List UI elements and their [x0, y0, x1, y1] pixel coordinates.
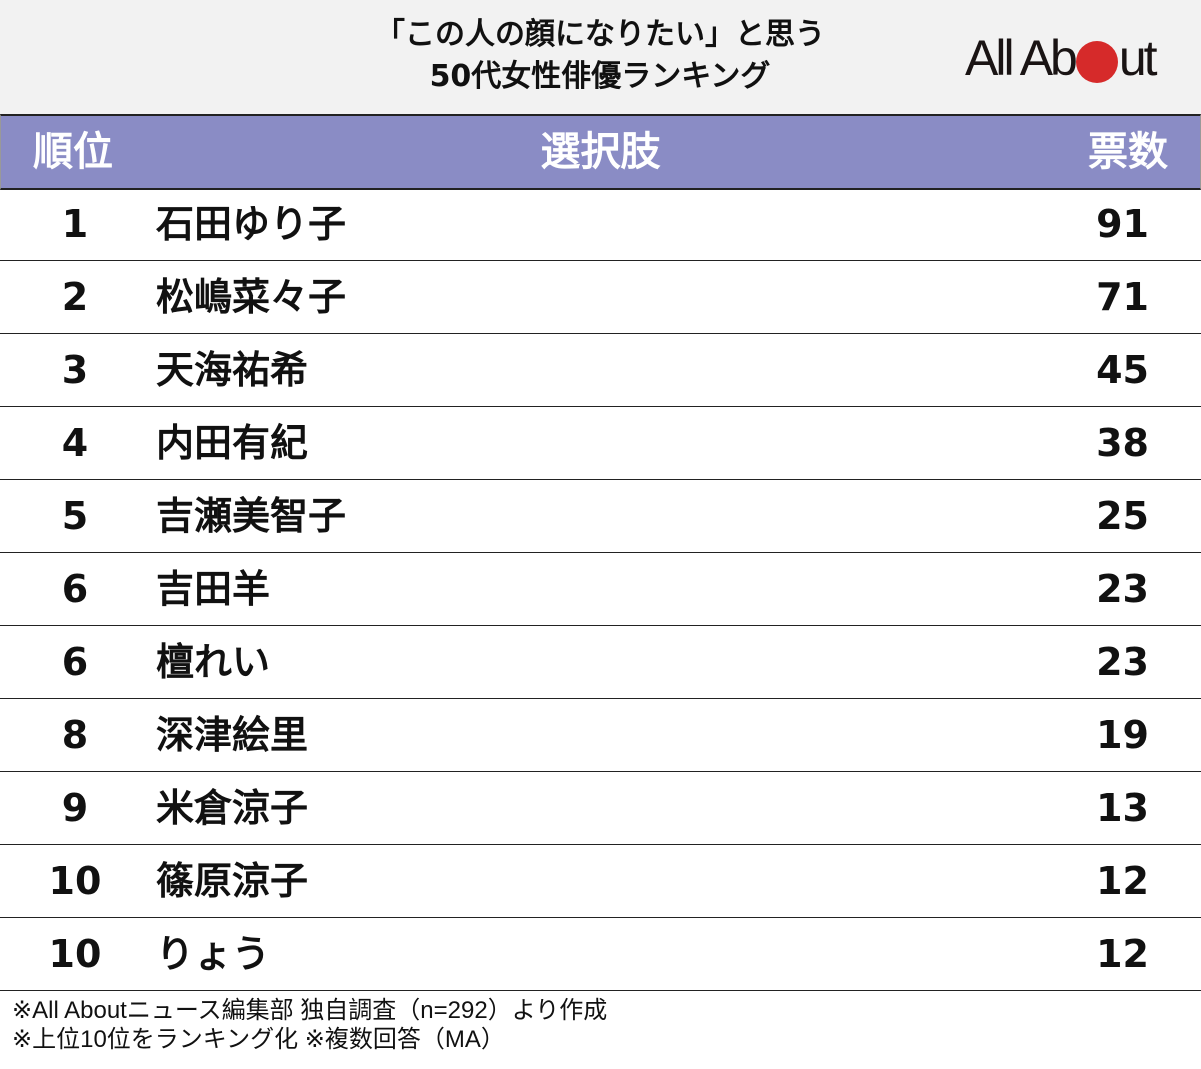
- name-cell: 篠原涼子: [156, 859, 309, 903]
- votes-cell: 23: [1096, 640, 1149, 684]
- allabout-logo: All Ab ut: [965, 30, 1158, 86]
- header-votes: 票数: [1088, 129, 1168, 175]
- name-cell: 内田有紀: [156, 421, 309, 465]
- table-header: 選択肢 順位 票数: [0, 114, 1201, 190]
- table-row: 4 内田有紀 38: [0, 407, 1201, 480]
- footnotes: ※All Aboutニュース編集部 独自調査（n=292）より作成 ※上位10位…: [12, 996, 607, 1054]
- header-rank: 順位: [33, 129, 113, 175]
- name-cell: 天海祐希: [156, 348, 309, 392]
- header-choice: 選択肢: [540, 129, 661, 175]
- votes-cell: 71: [1096, 275, 1149, 319]
- votes-cell: 19: [1096, 713, 1149, 757]
- table-row: 5 吉瀬美智子 25: [0, 480, 1201, 553]
- rank-cell: 6: [61, 567, 89, 611]
- table-row: 6 檀れい 23: [0, 626, 1201, 699]
- ranking-table: 1 石田ゆり子 91 2 松嶋菜々子 71 3 天海祐希 45 4 内田有紀 38 5 吉瀬美智子…: [0, 188, 1201, 991]
- table-row: 10 りょう 12: [0, 918, 1201, 991]
- logo-red-dot-icon: [1075, 41, 1118, 83]
- table-row: 10 篠原涼子 12: [0, 845, 1201, 918]
- table-row: 1 石田ゆり子 91: [0, 188, 1201, 261]
- table-row: 2 松嶋菜々子 71: [0, 261, 1201, 334]
- rank-cell: 8: [61, 713, 89, 757]
- rank-cell: 3: [61, 348, 89, 392]
- name-cell: りょう: [156, 932, 271, 976]
- title-line-1: 「この人の顔になりたい」と思う: [375, 17, 825, 52]
- votes-cell: 38: [1096, 421, 1149, 465]
- votes-cell: 25: [1096, 494, 1149, 538]
- table-row: 6 吉田羊 23: [0, 553, 1201, 626]
- rank-cell: 4: [61, 421, 89, 465]
- chart-title: 「この人の顔になりたい」と思う 50代女性俳優ランキング: [300, 14, 900, 98]
- logo-text-end: ut: [1118, 30, 1158, 86]
- name-cell: 松嶋菜々子: [156, 275, 347, 319]
- name-cell: 吉瀬美智子: [156, 494, 347, 538]
- footnote-source: ※All Aboutニュース編集部 独自調査（n=292）より作成: [12, 997, 608, 1024]
- name-cell: 石田ゆり子: [156, 202, 347, 246]
- votes-cell: 91: [1096, 202, 1149, 246]
- title-line-2: 50代女性俳優ランキング: [429, 59, 771, 94]
- votes-cell: 23: [1096, 567, 1149, 611]
- rank-cell: 9: [61, 786, 89, 830]
- votes-cell: 12: [1096, 859, 1149, 903]
- name-cell: 深津絵里: [156, 713, 309, 757]
- votes-cell: 12: [1096, 932, 1149, 976]
- table-row: 9 米倉涼子 13: [0, 772, 1201, 845]
- table-row: 8 深津絵里 19: [0, 699, 1201, 772]
- title-band: 「この人の顔になりたい」と思う 50代女性俳優ランキング All Ab ut: [0, 0, 1201, 114]
- logo-text-start: All Ab: [965, 30, 1078, 86]
- name-cell: 米倉涼子: [156, 786, 309, 830]
- name-cell: 檀れい: [156, 640, 271, 684]
- rank-cell: 10: [48, 859, 102, 903]
- rank-cell: 5: [61, 494, 89, 538]
- rank-cell: 10: [48, 932, 102, 976]
- table-row: 3 天海祐希 45: [0, 334, 1201, 407]
- footnote-method: ※上位10位をランキング化 ※複数回答（MA）: [12, 1026, 505, 1053]
- rank-cell: 6: [61, 640, 89, 684]
- name-cell: 吉田羊: [156, 567, 271, 611]
- votes-cell: 45: [1096, 348, 1149, 392]
- rank-cell: 2: [61, 275, 89, 319]
- votes-cell: 13: [1096, 786, 1149, 830]
- rank-cell: 1: [61, 202, 89, 246]
